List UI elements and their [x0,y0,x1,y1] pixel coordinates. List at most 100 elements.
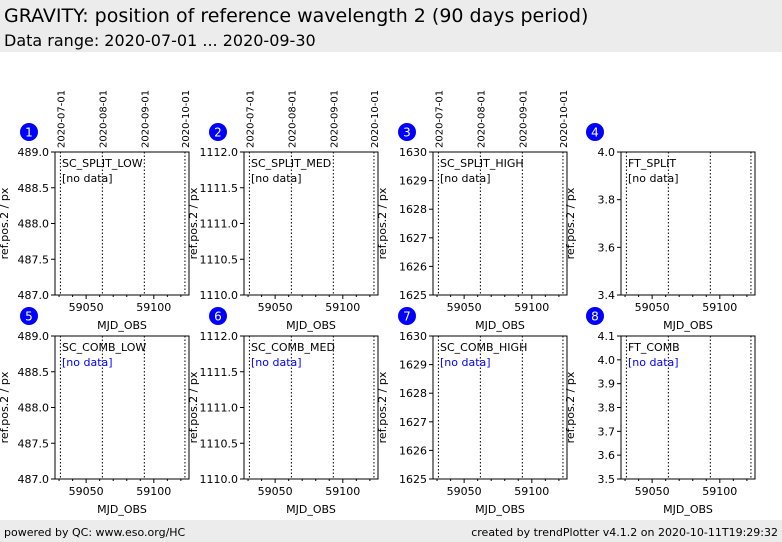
x-tick-label: 59100 [702,301,737,314]
y-tick-label: 488.5 [18,366,50,379]
x-tick-label: 59100 [325,301,360,314]
y-tick-label: 3.6 [598,449,616,462]
panel-note: [no data] [440,356,491,369]
panel-number-badge [586,307,604,325]
panel-number-badge [398,123,416,141]
x-tick-label: 59050 [447,301,482,314]
y-axis-label: ref.pos.2 / px [564,371,577,443]
y-axis-label: ref.pos.2 / px [187,187,200,259]
y-axis-label: ref.pos.2 / px [0,371,11,443]
y-tick-label: 3.6 [598,241,616,254]
date-label: 2020-10-01 [370,90,381,148]
date-label: 2020-08-01 [98,90,109,148]
panel-number: 1 [25,126,33,140]
panel-number: 8 [591,310,599,324]
y-tick-label: 1110.0 [200,289,239,302]
y-tick-label: 4.0 [598,146,616,159]
x-tick-label: 59050 [69,485,104,498]
y-tick-label: 1627 [399,416,427,429]
x-tick-label: 59100 [514,485,549,498]
panel-name: SC_SPLIT_MED [251,157,331,170]
x-tick-label: 59050 [258,301,293,314]
y-tick-label: 1629 [399,175,427,188]
y-tick-label: 1112.0 [200,330,239,343]
panel-number: 5 [25,310,33,324]
footer-created-by: created by trendPlotter v4.1.2 on 2020-1… [471,526,778,539]
plot-frame [432,335,568,480]
x-axis-label: MJD_OBS [475,319,525,332]
y-tick-label: 1110.5 [200,437,239,450]
panel-note: [no data] [628,172,679,185]
x-tick-label: 59050 [635,301,670,314]
panel-number-badge [209,123,227,141]
x-axis-label: MJD_OBS [663,503,713,516]
y-tick-label: 3.8 [598,402,616,415]
panel-name: SC_SPLIT_LOW [62,157,143,170]
x-tick-label: 59100 [514,301,549,314]
y-tick-label: 487.5 [18,437,50,450]
date-label: 2020-07-01 [434,90,445,148]
panel-number: 7 [403,310,411,324]
y-tick-label: 488.0 [18,218,50,231]
date-label: 2020-07-01 [56,90,67,148]
y-axis-label: ref.pos.2 / px [0,187,11,259]
y-tick-label: 1628 [399,203,427,216]
date-label: 2020-07-01 [245,90,256,148]
y-axis-label: ref.pos.2 / px [564,187,577,259]
panel-name: FT_COMB [628,341,680,354]
panel-number: 4 [591,126,599,140]
x-tick-label: 59100 [702,485,737,498]
y-tick-label: 1628 [399,387,427,400]
y-tick-label: 3.4 [598,289,616,302]
date-label: 2020-10-01 [559,90,570,148]
y-tick-label: 487.5 [18,253,50,266]
plot-panel-7: 1625 1626 1627 1628 1629 1630 59050 59100 MJD_OB… [376,307,568,516]
y-tick-label: 1630 [399,330,427,343]
y-tick-label: 1110.0 [200,473,239,486]
x-axis-label: MJD_OBS [475,503,525,516]
y-tick-label: 1112.0 [200,146,239,159]
y-tick-label: 1626 [399,260,427,273]
y-tick-label: 4.0 [598,354,616,367]
panel-name: FT_SPLIT [628,157,676,170]
date-label: 2020-09-01 [140,90,151,148]
y-tick-label: 487.0 [18,473,50,486]
x-tick-label: 59050 [69,301,104,314]
panel-number-badge [398,307,416,325]
y-tick-label: 4.1 [598,330,616,343]
x-tick-label: 59050 [447,485,482,498]
date-label: 2020-10-01 [181,90,192,148]
y-tick-label: 1627 [399,232,427,245]
x-tick-label: 59100 [136,485,171,498]
panel-note: [no data] [628,356,679,369]
date-label: 2020-08-01 [287,90,298,148]
y-axis-label: ref.pos.2 / px [376,187,389,259]
plot-panel-4: 3.4 3.6 3.8 4.0 59050 59100 MJD_OBS ref.pos.2 /… [564,123,756,332]
panel-number: 6 [214,310,222,324]
y-axis-label: ref.pos.2 / px [376,371,389,443]
panel-name: SC_COMB_HIGH [440,341,527,354]
panel-note: [no data] [251,172,302,185]
page-title: GRAVITY: position of reference wavelengt… [4,5,589,27]
y-tick-label: 1110.5 [200,253,239,266]
plot-panel-2: 2020-07-01 2020-08-01 2020-09-01 2020-10-01… [187,90,381,332]
y-tick-label: 488.0 [18,402,50,415]
y-tick-label: 489.0 [18,146,50,159]
plot-panel-5: 487.0 487.5 488.0 488.5 489.0 59050 59100 MJD_O… [0,307,190,516]
date-label: 2020-08-01 [476,90,487,148]
panel-name: SC_COMB_MED [251,341,335,354]
y-tick-label: 1625 [399,289,427,302]
y-tick-label: 1111.5 [200,182,239,195]
y-tick-label: 1629 [399,359,427,372]
y-tick-label: 489.0 [18,330,50,343]
x-axis-label: MJD_OBS [97,319,147,332]
panel-name: SC_COMB_LOW [62,341,146,354]
x-tick-label: 59050 [635,485,670,498]
panel-number-badge [586,123,604,141]
panel-name: SC_SPLIT_HIGH [440,157,524,170]
page-subtitle: Data range: 2020-07-01 ... 2020-09-30 [4,31,316,50]
panel-note: [no data] [440,172,491,185]
plot-panel-6: 1110.0 1110.5 1111.0 1111.5 1112.0 59050 59100… [187,307,379,516]
panel-number-badge [20,307,38,325]
